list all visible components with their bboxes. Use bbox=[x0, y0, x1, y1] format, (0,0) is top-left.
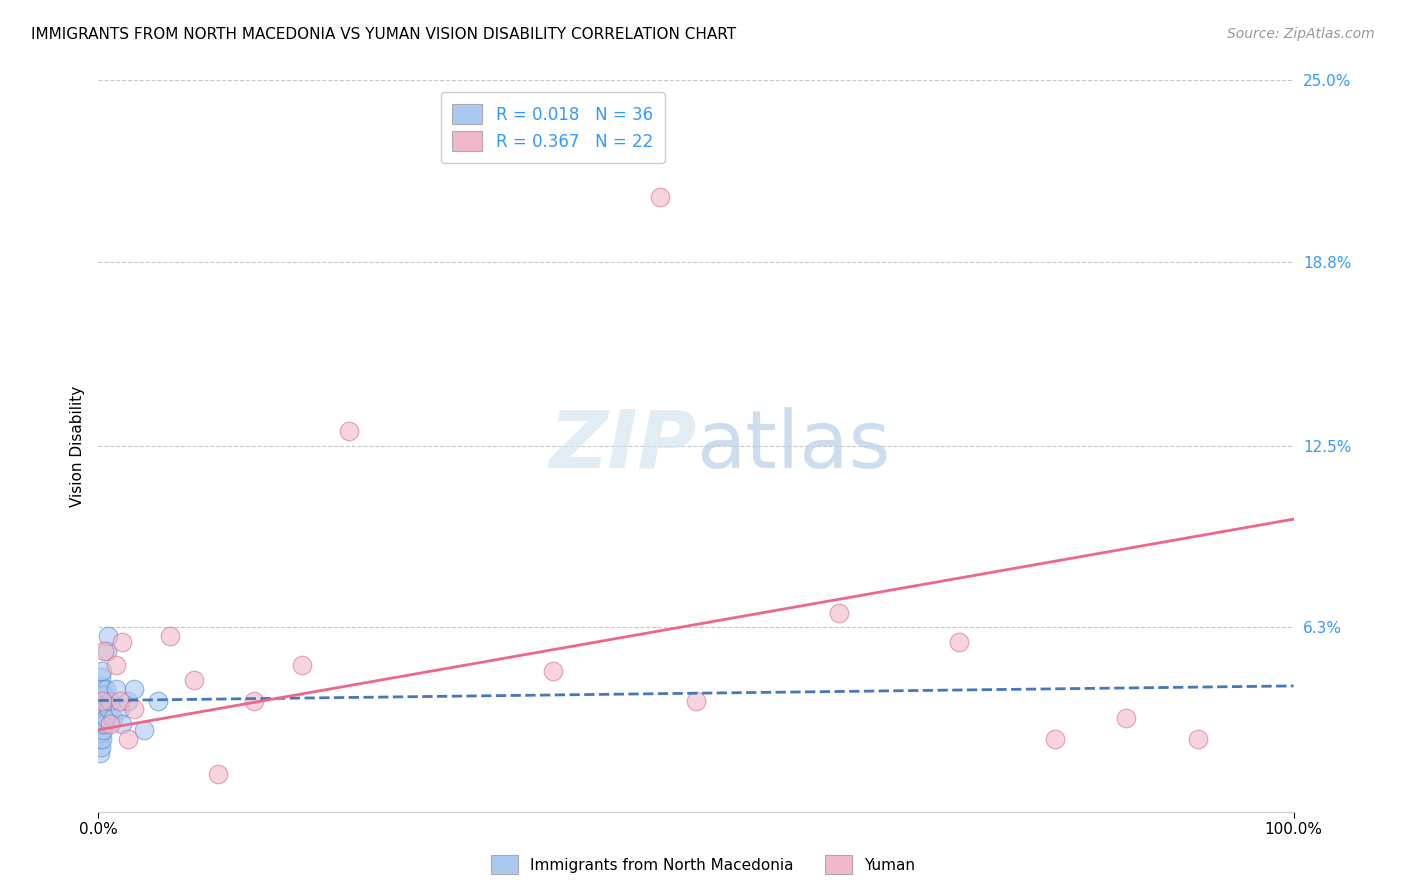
Point bbox=[183, 673, 205, 687]
Point bbox=[89, 717, 111, 731]
Point bbox=[91, 681, 114, 696]
Point bbox=[243, 693, 266, 707]
Point bbox=[159, 629, 181, 643]
Point bbox=[124, 702, 146, 716]
Point bbox=[339, 425, 361, 439]
Point bbox=[89, 702, 111, 716]
Point bbox=[148, 693, 170, 707]
Point bbox=[108, 702, 131, 716]
Point bbox=[828, 606, 851, 620]
Point bbox=[207, 766, 229, 780]
Text: IMMIGRANTS FROM NORTH MACEDONIA VS YUMAN VISION DISABILITY CORRELATION CHART: IMMIGRANTS FROM NORTH MACEDONIA VS YUMAN… bbox=[31, 27, 737, 42]
Point bbox=[648, 190, 672, 204]
Point bbox=[91, 723, 114, 737]
Point bbox=[93, 644, 115, 658]
Point bbox=[948, 635, 970, 649]
Point bbox=[90, 688, 112, 702]
Text: ZIP: ZIP bbox=[548, 407, 696, 485]
Text: atlas: atlas bbox=[696, 407, 890, 485]
Point bbox=[93, 688, 115, 702]
Point bbox=[89, 693, 111, 707]
Legend: Immigrants from North Macedonia, Yuman: Immigrants from North Macedonia, Yuman bbox=[485, 849, 921, 880]
Point bbox=[91, 731, 114, 746]
Point bbox=[108, 693, 131, 707]
Point bbox=[1043, 731, 1066, 746]
Point bbox=[97, 629, 120, 643]
Point bbox=[98, 702, 121, 716]
Point bbox=[90, 725, 112, 739]
Point bbox=[98, 717, 122, 731]
Point bbox=[91, 702, 114, 716]
Point bbox=[90, 711, 112, 725]
Point bbox=[541, 665, 564, 679]
Point bbox=[124, 681, 146, 696]
Point bbox=[90, 697, 112, 711]
Point bbox=[132, 723, 155, 737]
Point bbox=[105, 658, 128, 673]
Point bbox=[101, 711, 124, 725]
Point bbox=[685, 693, 707, 707]
Point bbox=[91, 688, 114, 702]
Point bbox=[91, 665, 114, 679]
Point bbox=[96, 644, 118, 658]
Point bbox=[105, 681, 128, 696]
Point bbox=[117, 693, 139, 707]
Point bbox=[90, 670, 112, 684]
Point bbox=[1115, 711, 1137, 725]
Point bbox=[291, 658, 314, 673]
Point bbox=[90, 740, 112, 755]
Point bbox=[91, 717, 114, 731]
Point bbox=[111, 635, 134, 649]
Point bbox=[117, 731, 139, 746]
Point bbox=[94, 711, 117, 725]
Y-axis label: Vision Disability: Vision Disability bbox=[69, 385, 84, 507]
Point bbox=[1187, 731, 1209, 746]
Point bbox=[89, 746, 111, 760]
Legend: R = 0.018   N = 36, R = 0.367   N = 22: R = 0.018 N = 36, R = 0.367 N = 22 bbox=[440, 92, 665, 163]
Text: Source: ZipAtlas.com: Source: ZipAtlas.com bbox=[1227, 27, 1375, 41]
Point bbox=[89, 731, 111, 746]
Point bbox=[93, 717, 115, 731]
Point bbox=[98, 693, 122, 707]
Point bbox=[90, 679, 112, 693]
Point bbox=[111, 717, 134, 731]
Point bbox=[91, 702, 114, 716]
Point bbox=[91, 693, 114, 707]
Point bbox=[94, 681, 117, 696]
